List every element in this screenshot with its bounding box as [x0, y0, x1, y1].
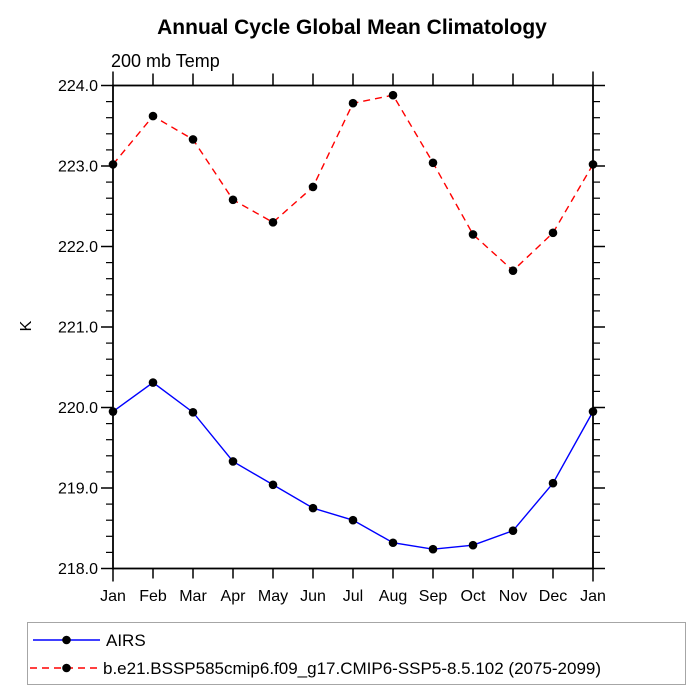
series-line-dashed: [112, 94, 594, 272]
data-point-marker: [428, 158, 438, 168]
y-tick-label: 220.0: [58, 400, 98, 417]
data-point-marker: [508, 266, 518, 275]
plot-border: [112, 84, 594, 570]
data-point-marker: [588, 407, 598, 416]
legend-item-airs: AIRS: [33, 631, 146, 650]
data-point-marker: [188, 135, 198, 144]
x-tick-label: Jul: [343, 588, 363, 605]
y-tick-label: 222.0: [58, 239, 98, 256]
data-point-marker: [228, 457, 238, 466]
x-tick-label: Nov: [499, 588, 527, 605]
data-point-marker: [588, 160, 598, 169]
data-point-marker: [268, 480, 278, 490]
legend: AIRS b.e21.BSSP585cmip6.f09_g17.CMIP6-SS…: [27, 622, 686, 685]
y-tick-label: 218.0: [58, 561, 98, 578]
legend-label-airs: AIRS: [106, 631, 146, 650]
axes-layer: 218.0 219.0 220.0 221.0 222.0 223.0 224.0 Jan Fe…: [58, 71, 606, 605]
data-point-marker: [348, 98, 358, 108]
data-point-marker: [548, 478, 558, 488]
chart-subtitle: 200 mb Temp: [111, 51, 220, 71]
y-tick-label: 221.0: [58, 320, 98, 337]
x-tick-label: Aug: [379, 588, 407, 605]
legend-label-model: b.e21.BSSP585cmip6.f09_g17.CMIP6-SSP5-8.…: [103, 659, 601, 678]
x-tick-label: May: [258, 588, 288, 605]
legend-marker-dot: [62, 663, 71, 673]
x-tick-label: Jan: [580, 588, 606, 605]
chart-title: Annual Cycle Global Mean Climatology: [157, 16, 547, 39]
y-tick-label: 223.0: [58, 159, 98, 176]
data-point-marker: [228, 195, 238, 205]
data-point-marker: [148, 378, 158, 387]
data-point-marker: [188, 408, 198, 417]
x-tick-label: Jun: [300, 588, 326, 605]
x-tick-label: Feb: [139, 588, 167, 605]
x-tick-label: Sep: [419, 588, 448, 605]
data-point-marker: [508, 526, 518, 535]
data-point-marker: [148, 111, 158, 121]
x-tick-label: Jan: [100, 588, 126, 605]
data-point-marker: [388, 90, 398, 100]
data-point-marker: [308, 503, 318, 513]
x-tick-label: Apr: [221, 588, 247, 605]
data-point-marker: [468, 540, 478, 550]
x-tick-label: Mar: [179, 588, 207, 605]
legend-box: [27, 622, 686, 685]
y-tick-label: 219.0: [58, 481, 98, 498]
x-tick-label: Oct: [461, 588, 486, 605]
legend-item-model: b.e21.BSSP585cmip6.f09_g17.CMIP6-SSP5-8.…: [30, 659, 601, 678]
data-point-marker: [268, 218, 278, 227]
y-tick-label: 224.0: [58, 78, 98, 95]
data-point-marker: [108, 160, 118, 169]
data-point-marker: [428, 544, 438, 554]
data-point-marker: [468, 230, 478, 239]
data-point-marker: [108, 407, 118, 416]
data-point-marker: [348, 515, 358, 525]
data-point-marker: [388, 538, 398, 548]
x-tick-label: Dec: [539, 588, 567, 605]
data-point-marker: [308, 182, 318, 192]
legend-marker-dot: [62, 635, 71, 645]
y-axis-label: K: [18, 320, 35, 331]
data-point-marker: [548, 228, 558, 238]
series-layer: [108, 90, 598, 554]
